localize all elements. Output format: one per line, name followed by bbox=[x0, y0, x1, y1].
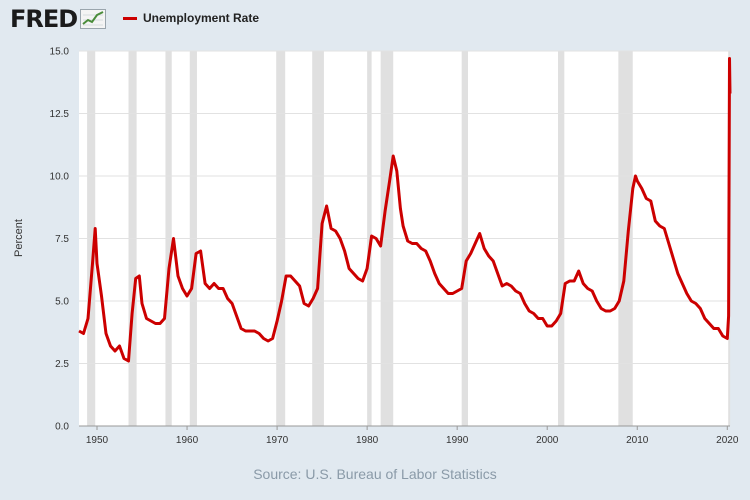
y-tick-label: 12.5 bbox=[50, 109, 70, 120]
legend-label: Unemployment Rate bbox=[143, 11, 260, 25]
fred-logo[interactable]: FRED bbox=[10, 5, 107, 33]
x-tick-label: 1980 bbox=[356, 435, 379, 446]
data-series bbox=[78, 57, 732, 363]
x-axis-ticks: 1950 1960 1970 1980 1990 2000 2010 2020 bbox=[86, 426, 739, 446]
y-tick-label: 5.0 bbox=[55, 297, 69, 308]
y-axis-label: Percent bbox=[13, 219, 25, 257]
y-tick-label: 0.0 bbox=[55, 422, 69, 433]
chart-legend[interactable]: Unemployment Rate bbox=[123, 11, 259, 25]
y-tick-label: 15.0 bbox=[50, 47, 70, 58]
x-tick-label: 1960 bbox=[176, 435, 199, 446]
x-tick-label: 2000 bbox=[536, 435, 559, 446]
logo-text: FRED bbox=[10, 5, 78, 33]
chart-header: FRED Unemployment Rate bbox=[0, 0, 750, 40]
legend-swatch bbox=[123, 16, 137, 20]
gridlines bbox=[79, 50, 730, 364]
y-tick-label: 7.5 bbox=[55, 234, 69, 245]
x-tick-label: 1970 bbox=[266, 435, 289, 446]
x-tick-label: 1990 bbox=[446, 435, 469, 446]
x-tick-label: 1950 bbox=[86, 435, 109, 446]
source-note: Source: U.S. Bureau of Labor Statistics bbox=[253, 466, 497, 482]
line-graph-icon bbox=[80, 9, 107, 29]
x-tick-label: 2010 bbox=[626, 435, 649, 446]
y-axis-ticks: 0.0 2.5 5.0 7.5 10.0 12.5 15.0 bbox=[50, 47, 70, 433]
series-line bbox=[78, 57, 732, 363]
y-tick-label: 10.0 bbox=[50, 172, 70, 183]
y-tick-label: 2.5 bbox=[55, 359, 69, 370]
x-tick-label: 2020 bbox=[716, 435, 739, 446]
